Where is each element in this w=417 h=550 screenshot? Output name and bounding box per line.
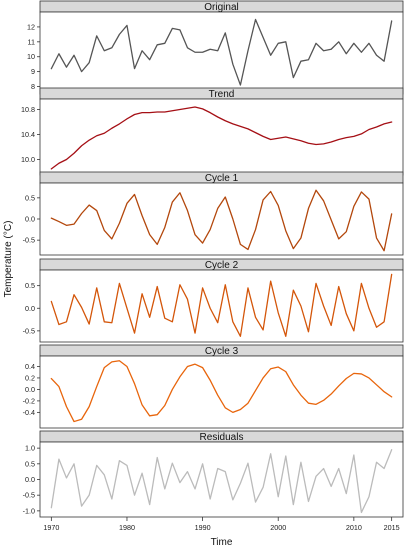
x-tick-label: 2000	[270, 523, 286, 532]
y-tick-label: -0.5	[23, 236, 35, 245]
plot-area	[39, 98, 404, 176]
y-tick-label: 10	[27, 52, 35, 61]
panel-title: Cycle 1	[205, 173, 239, 184]
panel-4: Cycle 3 -0.4 -0.2 0.0 0.2 0.4	[23, 344, 404, 429]
y-tick-label: 0.5	[25, 281, 35, 290]
x-tick-label: 2015	[384, 523, 400, 532]
x-tick-label: 2010	[346, 523, 362, 532]
series-line-cycle-3	[50, 360, 393, 423]
y-tick-label: 0.5	[25, 193, 35, 202]
y-tick-label: 0.0	[25, 304, 35, 313]
y-tick-label: 9	[31, 67, 35, 76]
series-line-residuals	[50, 449, 393, 514]
x-tick-label: 1970	[43, 523, 59, 532]
y-tick-label: 1.0	[25, 444, 35, 453]
y-tick-label: -0.4	[23, 408, 35, 417]
panel-title: Cycle 2	[205, 260, 239, 271]
y-tick-label: 11	[28, 37, 35, 46]
series-line-cycle-1	[50, 189, 393, 252]
panel-title: Residuals	[200, 432, 244, 443]
y-tick-label: 0.0	[25, 475, 35, 484]
x-axis-title: Time	[211, 537, 233, 548]
y-tick-label: 0.0	[25, 215, 35, 224]
y-tick-label: 10.4	[21, 130, 35, 139]
y-tick-label: 0.2	[25, 373, 35, 382]
panel-title: Original	[204, 2, 238, 13]
panel-3: Cycle 2 -0.5 0.0 0.5	[23, 258, 404, 343]
panel-1: Trend 10.0 10.4 10.8	[21, 87, 404, 176]
y-tick-label: -0.2	[23, 396, 35, 405]
y-tick-label: -0.5	[23, 326, 35, 335]
panel-2: Cycle 1 -0.5 0.0 0.5	[23, 171, 404, 256]
series-line-trend	[50, 106, 393, 170]
y-tick-label: 0.4	[25, 362, 35, 371]
y-tick-label: 0.5	[25, 459, 35, 468]
y-tick-label: 8	[31, 82, 35, 91]
series-line-cycle-2	[50, 273, 393, 337]
y-tick-label: -1.0	[23, 506, 35, 515]
series-line-original	[50, 18, 393, 86]
plot-area	[39, 11, 404, 95]
y-tick-label: 10.0	[21, 155, 35, 164]
plot-area	[39, 182, 404, 256]
y-tick-label: -0.5	[23, 491, 35, 500]
y-tick-label: 0.0	[25, 385, 35, 394]
y-tick-label: 10.8	[21, 105, 35, 114]
panel-title: Cycle 3	[205, 346, 239, 357]
panel-title: Trend	[209, 89, 235, 100]
x-tick-label: 1990	[195, 523, 211, 532]
y-axis-title: Temperature (°C)	[3, 221, 14, 298]
y-tick-label: 12	[27, 22, 35, 31]
x-axis: 1970 1980 1990 2000 2010 2015	[43, 517, 400, 532]
x-tick-label: 1980	[119, 523, 135, 532]
panel-5: Residuals -1.0 -0.5 0.0 0.5 1.0	[23, 430, 404, 518]
plot-area	[39, 355, 404, 429]
panel-0: Original 8 9 10 11 12	[27, 0, 404, 95]
